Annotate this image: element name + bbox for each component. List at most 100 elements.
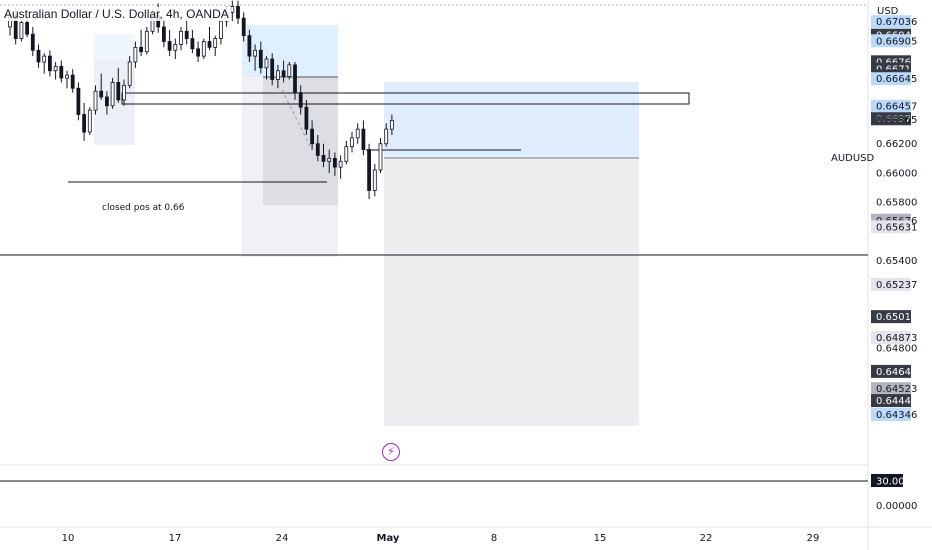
candle	[327, 149, 332, 173]
candle	[258, 41, 263, 74]
price-badge: 0.64441	[871, 394, 917, 408]
candle	[105, 91, 109, 115]
candle	[275, 64, 280, 89]
symbol-label: AUDUSD	[831, 153, 875, 164]
currency-label: USD	[877, 6, 899, 17]
time-tick-label: 17	[169, 533, 182, 544]
price-badge: 0.64641	[871, 364, 917, 378]
time-tick-label: 24	[276, 533, 289, 544]
candle	[247, 29, 252, 62]
price-badge-label: 0.64346	[876, 410, 917, 421]
candle	[190, 29, 195, 54]
candle	[338, 155, 343, 179]
candle	[139, 29, 144, 57]
price-badge: 0.66371	[871, 112, 917, 126]
time-tick-label: 22	[700, 533, 713, 544]
candle	[110, 78, 115, 109]
candle	[207, 26, 212, 51]
price-badge-label: 0.66645	[876, 74, 917, 85]
indicator-badge: 30.00	[871, 474, 905, 488]
candle	[350, 132, 354, 153]
candle	[36, 44, 41, 68]
price-badge-label: 0.65631	[876, 222, 917, 233]
price-badge: 0.66645	[871, 72, 917, 86]
candle	[179, 26, 183, 51]
chart-note[interactable]: closed pos at 0.66	[102, 203, 185, 213]
candle	[19, 19, 24, 42]
time-tick-label: 8	[491, 533, 497, 544]
candle	[173, 38, 178, 60]
time-axis-labels: 10 17 24 May 8 15 22 29	[62, 533, 820, 544]
price-badge: 0.66905	[871, 34, 917, 48]
price-badge-label: 0.64523	[876, 384, 917, 395]
trend-dashed-line	[281, 89, 313, 151]
indicator-badge-label: 30.00	[876, 477, 905, 488]
indicator-axis-label: 0.00000	[876, 501, 917, 512]
price-badge-label: 0.64441	[876, 396, 917, 407]
candle	[133, 41, 138, 68]
candle	[122, 79, 126, 106]
price-badge-label: 0.64873	[876, 333, 917, 344]
price-tick-label: 0.65400	[876, 256, 917, 267]
candle	[53, 61, 58, 80]
price-badge-label: 0.66457	[876, 102, 917, 113]
price-badge-label: 0.66371	[876, 114, 917, 125]
price-badge-label: 0.66905	[876, 36, 917, 47]
candle	[361, 120, 366, 156]
candle	[230, 0, 235, 22]
time-tick-label: 10	[62, 533, 75, 544]
price-badge: 0.67036	[871, 15, 917, 29]
resistance-box[interactable]	[121, 92, 690, 105]
candle	[30, 26, 35, 57]
candle	[93, 85, 98, 115]
candle	[293, 61, 297, 100]
time-tick-label: May	[377, 533, 400, 544]
candle	[304, 99, 309, 135]
price-badge: 0.65631	[871, 220, 917, 234]
price-badge-label: 0.66365	[876, 115, 917, 126]
candle	[201, 38, 206, 60]
candle	[87, 107, 92, 135]
lightning-icon[interactable]: ⚡	[382, 443, 400, 461]
position-target-zone[interactable]	[384, 82, 639, 158]
candle	[76, 82, 81, 121]
chart-title: Australian Dollar / U.S. Dollar, 4h, OAN…	[2, 7, 231, 21]
price-badge: 0.65016	[871, 310, 917, 324]
price-badge: 0.64523	[871, 382, 917, 396]
candle	[42, 53, 47, 74]
price-badge-label: 0.64641	[876, 367, 917, 378]
price-axis-labels: 0.66200 0.66000 0.65800 0.65400 0.64800	[876, 139, 917, 354]
candle	[65, 70, 69, 89]
candle	[82, 102, 86, 141]
candle	[332, 152, 337, 176]
price-tick-label: 0.64800	[876, 344, 917, 355]
candle	[236, 0, 240, 24]
candle	[213, 35, 218, 57]
candle	[264, 56, 269, 80]
price-badge: 0.64346	[871, 407, 917, 421]
candle	[321, 143, 326, 168]
time-tick-label: 15	[594, 533, 607, 544]
candle	[70, 69, 75, 93]
candle	[298, 85, 303, 115]
candle	[184, 18, 189, 45]
candle	[99, 73, 104, 100]
candle	[116, 67, 121, 103]
candle	[310, 120, 315, 150]
price-badge: 0.65237	[871, 277, 917, 291]
candle	[378, 137, 383, 173]
candles-group	[8, 0, 394, 200]
price-badge: 0.66365	[876, 115, 917, 126]
indicator-pane: 30.00 0.00000	[871, 474, 917, 512]
candle	[241, 12, 246, 42]
candle	[287, 61, 292, 80]
candle	[253, 44, 258, 71]
position-stop-zone[interactable]	[384, 158, 639, 426]
candle	[367, 143, 372, 200]
price-badges: 0.670360.669430.669050.667610.667120.666…	[871, 15, 917, 421]
candle	[270, 53, 275, 86]
price-badge-label: 0.65016	[876, 312, 917, 323]
price-tick-label: 0.66000	[876, 168, 917, 179]
price-badge-label: 0.67036	[876, 17, 917, 28]
